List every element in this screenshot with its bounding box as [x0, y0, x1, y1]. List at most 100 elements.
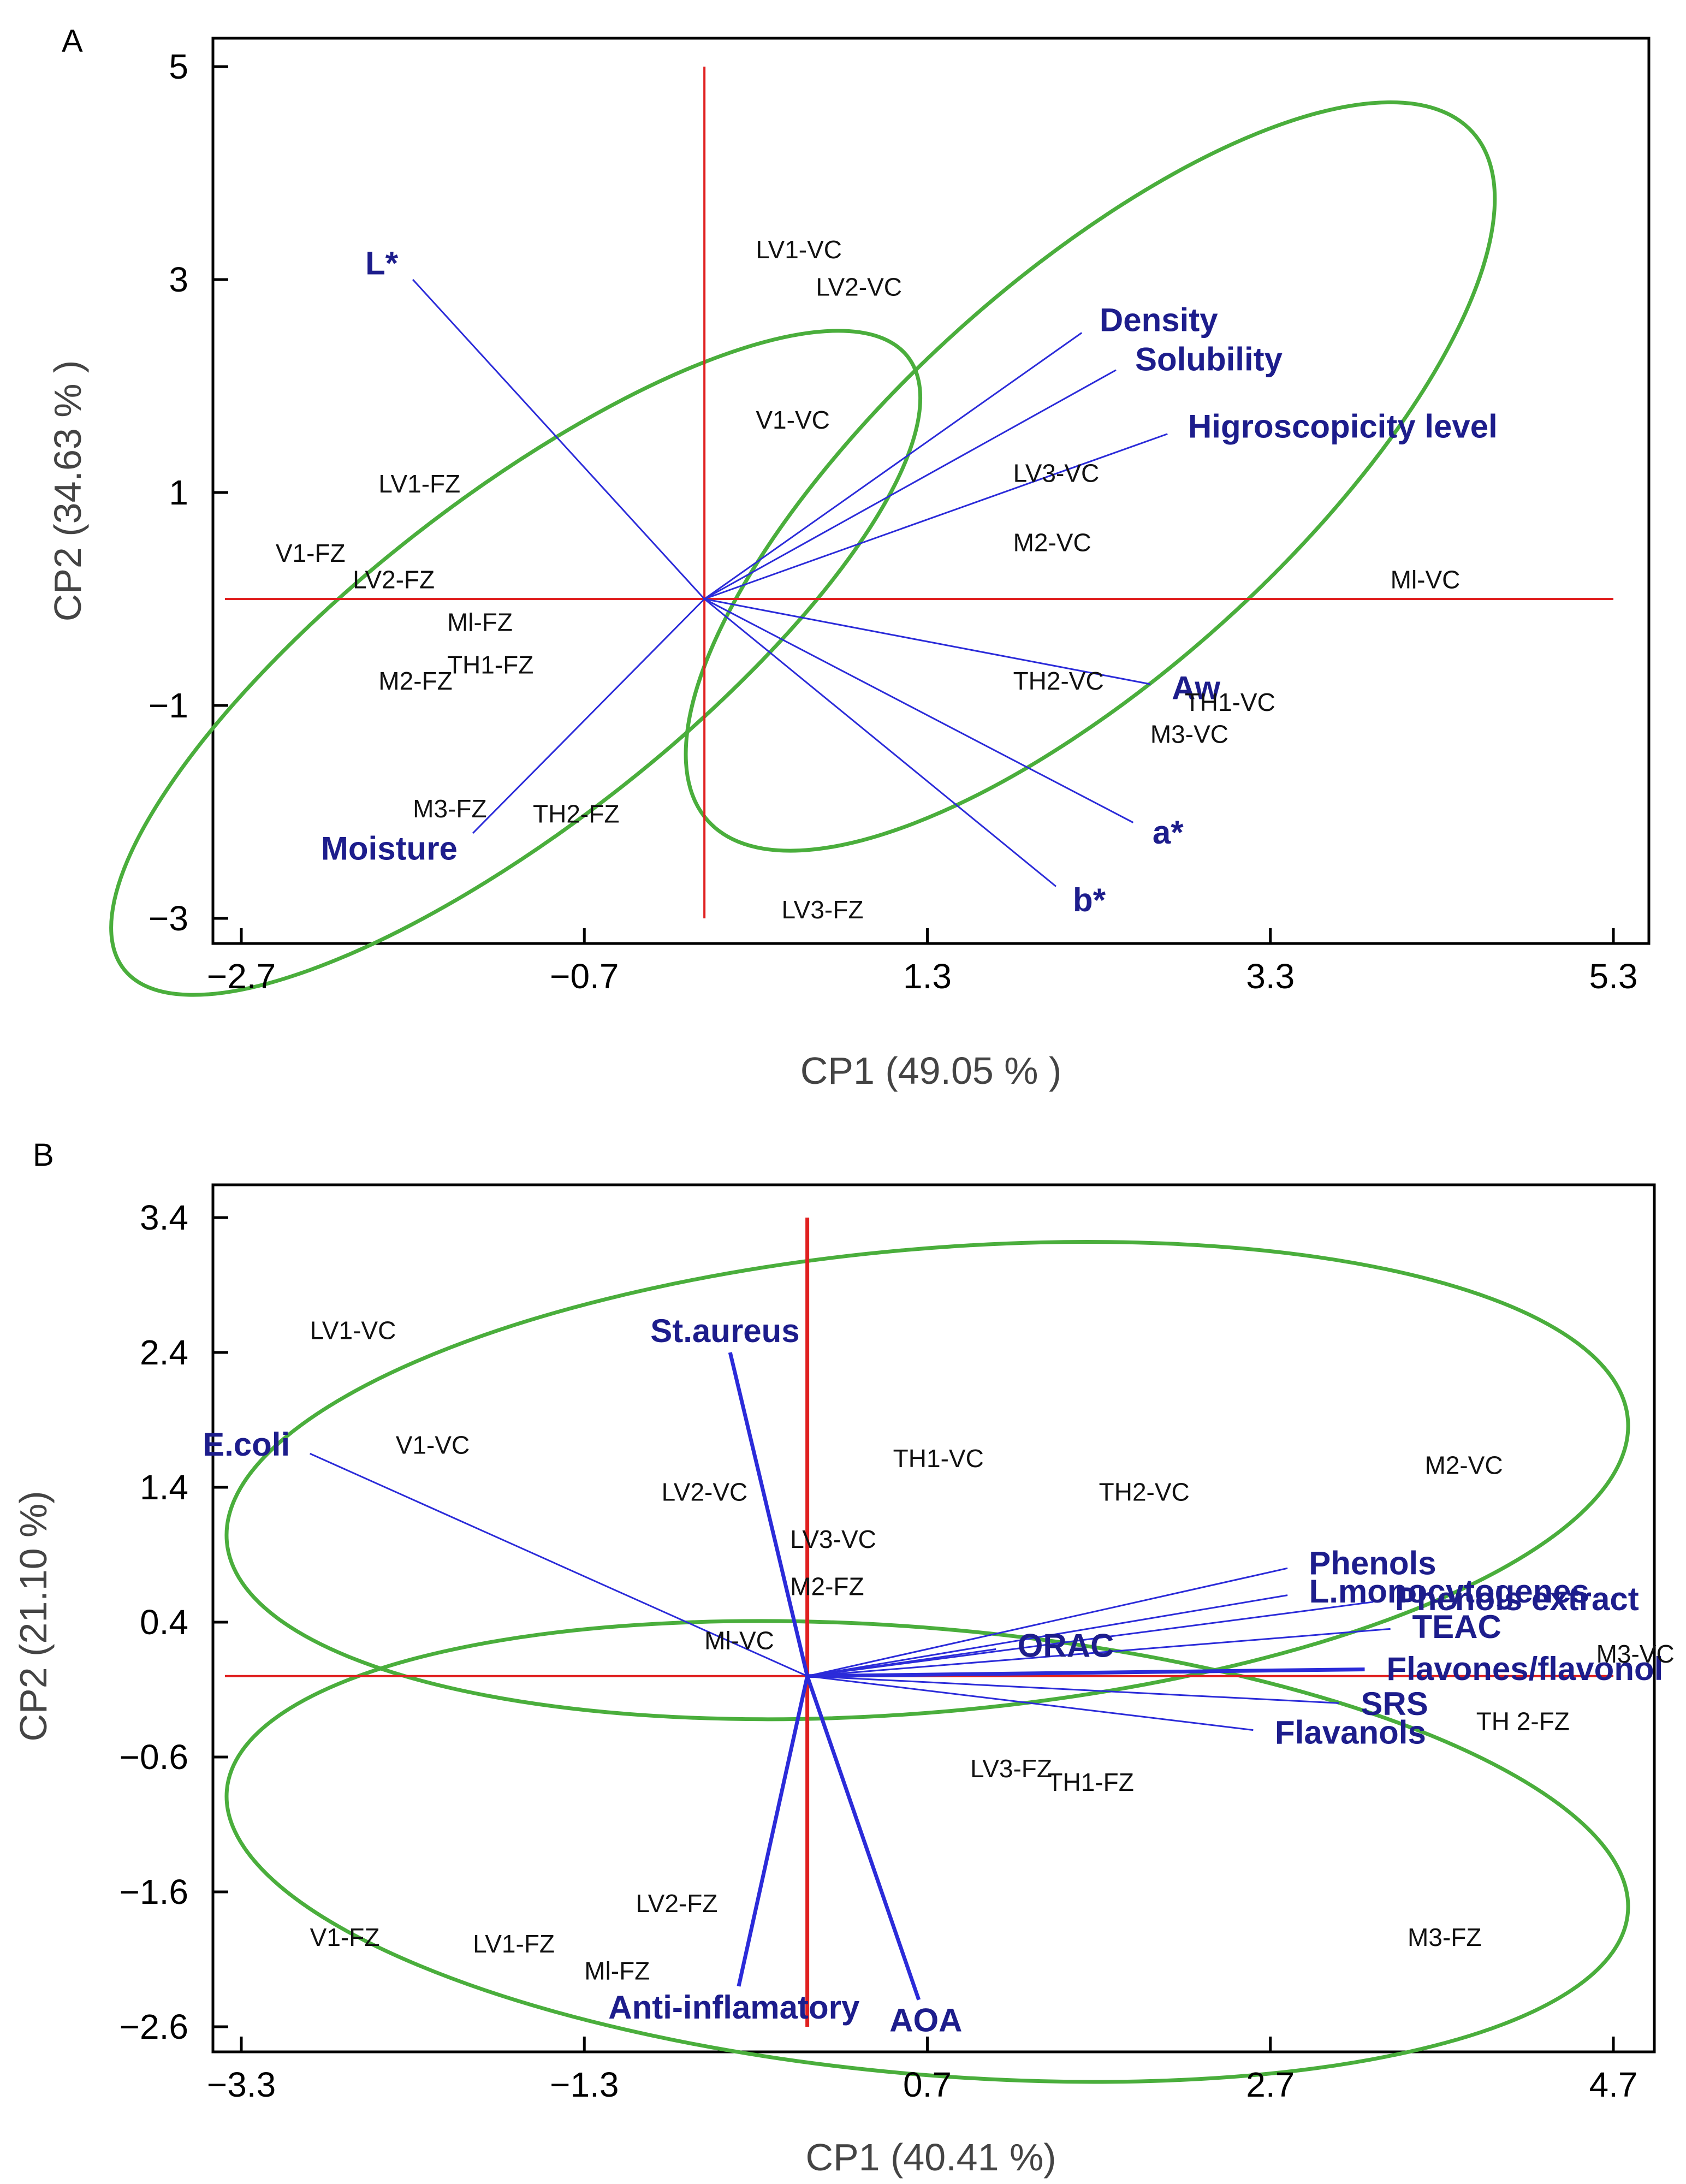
panel-b-point-th1-fz: TH1-FZ: [1047, 1768, 1133, 1796]
panel-b-point-m2-vc: M2-VC: [1424, 1451, 1503, 1479]
panel-a-loading-vector-l: [412, 278, 705, 600]
panel-a-loading-label-aw: Aw: [1172, 670, 1220, 707]
panel-a-loading-vector-higroscopicity-level: [704, 433, 1168, 600]
panel-b-loading-vector-l-monocytogenes: [807, 1594, 1288, 1677]
panel-b-point-lv2-vc: LV2-VC: [662, 1478, 748, 1506]
panel-b-loading-label-flavones-flavonol: Flavones/flavonol: [1387, 1651, 1664, 1687]
panel-a-point-v1-vc: V1-VC: [756, 406, 829, 434]
panel-b: B St.aureusE.coliPhenolsL.monocytogenesP…: [12, 1137, 1675, 2179]
panel-a-x-tick-label: −0.7: [550, 957, 619, 996]
panel-b-point-th2-vc: TH2-VC: [1099, 1478, 1190, 1506]
panel-a-point-th1-fz: TH1-FZ: [447, 651, 533, 679]
panel-a-y-tick-label: −1: [149, 686, 188, 725]
panel-b-point-lv1-vc: LV1-VC: [310, 1316, 396, 1344]
panel-a-point-m2-vc: M2-VC: [1013, 528, 1091, 556]
panel-b-loading-label-phenols: Phenols: [1309, 1545, 1436, 1581]
panel-a-plot-frame: [211, 37, 1651, 945]
panel-a-y-tick-label: 1: [169, 473, 188, 512]
panel-b-x-tick-label: 2.7: [1246, 2065, 1295, 2104]
panel-b-loading-label-phenols-extract: Phenols extract: [1395, 1581, 1639, 1617]
panel-b-point-v1-fz: V1-FZ: [310, 1923, 380, 1951]
panel-a-loading-label-solubility: Solubility: [1135, 341, 1283, 377]
panel-b-x-tick-label: −1.3: [550, 2065, 619, 2104]
panel-a-y-tick-label: 3: [169, 260, 188, 299]
panel-b-x-axis-title: CP1 (40.41 %): [805, 2136, 1056, 2179]
panel-a-point-ml-vc: Ml-VC: [1391, 566, 1461, 594]
panel-a-loading-vector-a: [704, 598, 1134, 823]
panel-b-loading-label-aoa: AOA: [889, 2002, 962, 2038]
panel-b-point-lv3-fz: LV3-FZ: [970, 1754, 1052, 1783]
panel-b-loading-vector-flavanols: [807, 1675, 1254, 1731]
panel-b-loading-vector-st-aureus: [728, 1352, 810, 1677]
panel-b-loading-label-srs: SRS: [1361, 1686, 1428, 1722]
panel-b-loading-label-e-coli: E.coli: [203, 1426, 290, 1463]
panel-a-x-tick-label: 5.3: [1589, 957, 1638, 996]
panel-b-loading-label-orac: ORAC: [1018, 1628, 1114, 1664]
panel-b-y-tick-label: −1.6: [120, 1872, 188, 1912]
panel-a-y-tick-label: 5: [169, 47, 188, 86]
panel-a-loading-vector-aw: [704, 598, 1151, 685]
panel-a-loading-vector-density: [704, 332, 1083, 600]
panel-b-loading-vector-phenols-extract: [807, 1601, 1374, 1677]
panel-a-loading-label-a: a*: [1153, 814, 1184, 851]
panel-a-x-tick-label: 3.3: [1246, 957, 1295, 996]
panel-a-loading-label-l: L*: [365, 245, 399, 281]
panel-b-loading-vector-phenols: [807, 1567, 1288, 1677]
panel-b-point-lv2-fz: LV2-FZ: [636, 1889, 717, 1918]
panel-a-loading-label-moisture: Moisture: [321, 830, 458, 867]
panel-b-point-m3-vc: M3-VC: [1596, 1640, 1675, 1668]
panel-a-loading-vector-b: [704, 598, 1057, 887]
panel-a-point-th1-vc: TH1-VC: [1185, 688, 1275, 716]
panel-b-group-ellipse-1: [224, 1240, 1630, 1722]
panel-b-letter: B: [33, 1137, 54, 1173]
panel-b-loading-label-anti-inflamatory: Anti-inflamatory: [608, 1989, 860, 2026]
panel-a-ellipses: [109, 100, 1497, 997]
panel-a-y-tick-label: −3: [149, 899, 188, 938]
panel-b-loading-vector-aoa: [805, 1675, 921, 2001]
panel-a-point-m3-fz: M3-FZ: [413, 794, 486, 823]
panel-b-loading-vector-teac: [807, 1628, 1391, 1677]
panel-b-x-tick-label: 4.7: [1589, 2065, 1638, 2104]
panel-b-point-m3-fz: M3-FZ: [1408, 1923, 1481, 1951]
panel-a-point-th2-vc: TH2-VC: [1013, 667, 1104, 695]
panel-b-y-tick-label: −2.6: [120, 2007, 188, 2046]
panel-b-loading-label-flavanols: Flavanols: [1275, 1714, 1426, 1750]
panel-a-point-lv3-vc: LV3-VC: [1013, 459, 1100, 488]
panel-b-point-th1-vc: TH1-VC: [893, 1444, 984, 1473]
panel-b-y-tick-label: 0.4: [140, 1603, 188, 1642]
panel-b-reference-lines: [225, 1218, 1613, 2027]
panel-a-point-v1-fz: V1-FZ: [276, 539, 346, 567]
panel-a-point-m3-vc: M3-VC: [1150, 720, 1228, 748]
panel-a-point-th2-fz: TH2-FZ: [533, 800, 619, 828]
panel-a-x-tick-label: −2.7: [207, 957, 276, 996]
panel-b-y-tick-label: 1.4: [140, 1468, 188, 1507]
panel-a-point-ml-fz: Ml-FZ: [447, 608, 513, 637]
panel-b-loading-vector-flavones-flavonol: [807, 1667, 1365, 1678]
panel-b-x-tick-label: −3.3: [207, 2065, 276, 2104]
panel-b-y-axis-title: CP2 (21.10 %): [12, 1491, 55, 1741]
panel-a-reference-lines: [225, 67, 1613, 918]
panel-a-loading-vector-solubility: [704, 369, 1117, 600]
panel-a-letter: A: [62, 23, 83, 59]
panel-b-loading-vectors: St.aureusE.coliPhenolsL.monocytogenesPhe…: [203, 1313, 1663, 2038]
panel-b-point-v1-vc: V1-VC: [396, 1431, 470, 1459]
panel-b-ticks: −3.3 −1.3 0.7 2.7 4.7 3.4 2.4 1.4 0.4 −0.6 −1.6 −2.…: [120, 1198, 1638, 2104]
panel-a-x-tick-label: 1.3: [903, 957, 952, 996]
panel-b-y-tick-label: −0.6: [120, 1737, 188, 1777]
panel-b-point-lv3-vc: LV3-VC: [790, 1525, 876, 1553]
panel-b-point-th-2-fz: TH 2-FZ: [1476, 1707, 1570, 1736]
panel-a-group-ellipse-1: [684, 100, 1497, 853]
panel-a-loading-label-b: b*: [1073, 882, 1106, 918]
panel-b-loading-vector-anti-inflamatory: [737, 1676, 810, 1987]
panel-b-point-ml-fz: Ml-FZ: [584, 1957, 650, 1985]
panel-a-point-lv2-fz: LV2-FZ: [353, 566, 435, 594]
panel-a-ticks: −2.7 −0.7 1.3 3.3 5.3 5 3 1 −1 −3: [149, 47, 1637, 996]
panel-a-loading-label-density: Density: [1100, 301, 1218, 338]
panel-b-x-tick-label: 0.7: [903, 2065, 952, 2104]
panel-a-observation-labels: LV1-VC LV2-VC V1-VC LV3-VC M2-VC Ml-VC TH2-VC T…: [276, 235, 1461, 924]
panel-b-loading-vector-e-coli: [310, 1452, 808, 1677]
panel-b-point-m2-fz: M2-FZ: [790, 1572, 864, 1601]
